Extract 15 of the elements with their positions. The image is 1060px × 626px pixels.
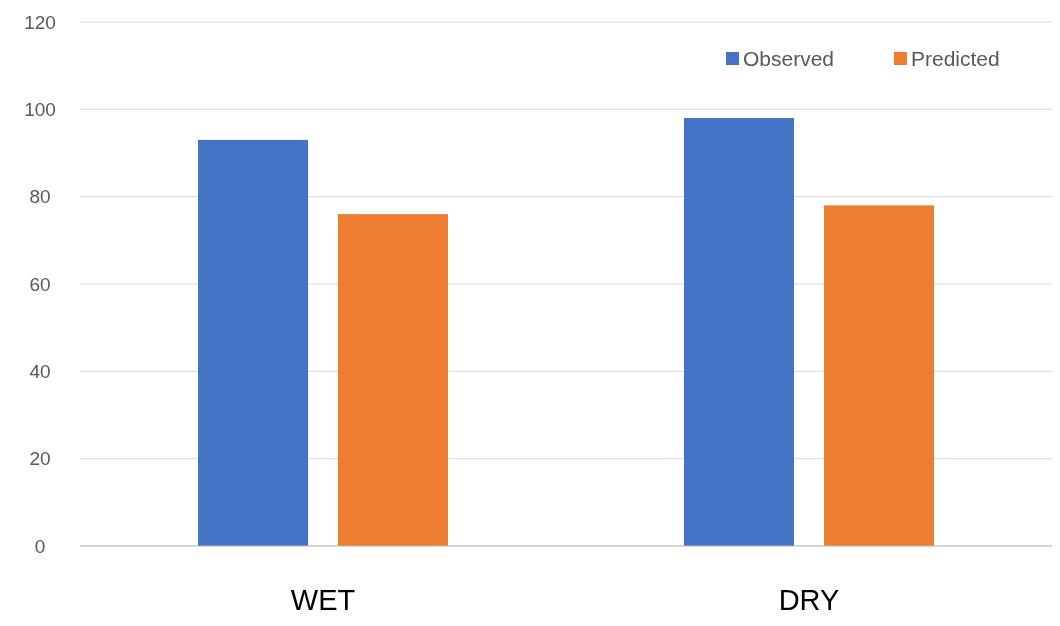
bar bbox=[684, 118, 794, 546]
bar bbox=[338, 214, 448, 546]
y-tick-label: 80 bbox=[29, 186, 51, 208]
bar bbox=[198, 139, 308, 546]
x-tick-label: WET bbox=[290, 584, 356, 616]
x-tick-label: DRY bbox=[778, 584, 840, 616]
legend-label: Observed bbox=[743, 47, 835, 71]
y-tick-label: 60 bbox=[29, 273, 51, 295]
y-tick-label: 20 bbox=[29, 448, 51, 470]
y-tick-label: 100 bbox=[24, 98, 56, 120]
y-tick-label: 0 bbox=[34, 535, 46, 557]
y-tick-label: 120 bbox=[24, 11, 56, 33]
bar bbox=[824, 205, 934, 546]
y-tick-label: 40 bbox=[29, 360, 51, 382]
legend-label: Predicted bbox=[911, 47, 1000, 71]
